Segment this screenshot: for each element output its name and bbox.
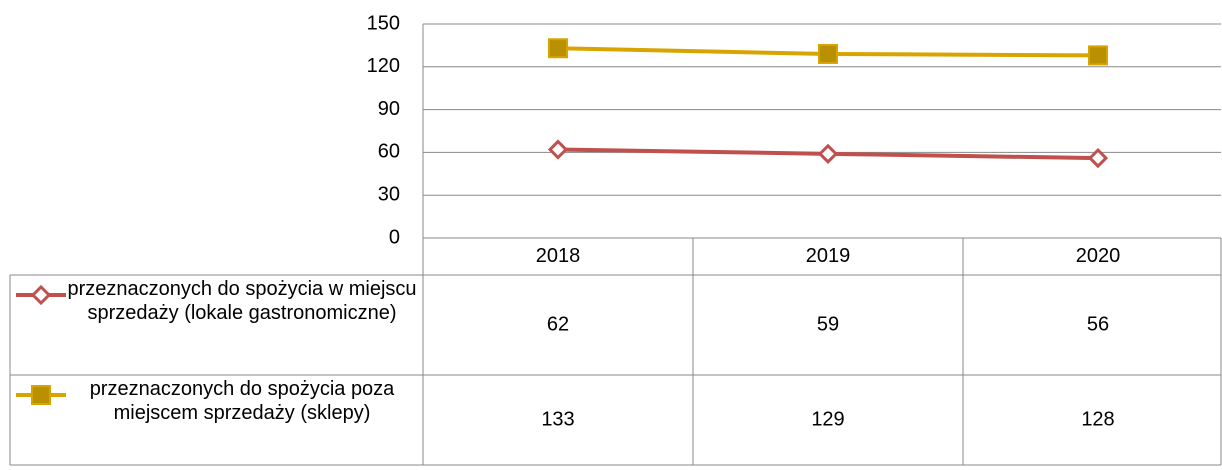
y-tick-label: 0 xyxy=(389,226,400,248)
legend-label: przeznaczonych do spożycia w miejscu spr… xyxy=(67,278,417,324)
marker xyxy=(817,143,839,164)
y-tick-label: 90 xyxy=(378,98,400,120)
table-value: 56 xyxy=(1087,313,1109,335)
marker xyxy=(1088,45,1108,66)
x-tick-label: 2018 xyxy=(536,245,581,267)
marker xyxy=(547,139,569,160)
table-value: 128 xyxy=(1081,408,1114,430)
marker xyxy=(30,284,52,306)
marker xyxy=(1087,147,1109,169)
marker xyxy=(31,385,51,405)
x-tick-label: 2020 xyxy=(1076,245,1121,267)
marker xyxy=(818,43,838,64)
x-tick-label: 2019 xyxy=(806,245,851,267)
table-value: 133 xyxy=(541,408,574,430)
y-tick-label: 150 xyxy=(367,12,400,34)
marker xyxy=(548,38,568,59)
y-tick-label: 60 xyxy=(378,141,400,163)
table-value: 62 xyxy=(547,313,569,335)
legend-label: przeznaczonych do spożycia poza miejscem… xyxy=(89,378,395,424)
y-tick-label: 30 xyxy=(378,183,400,205)
table-value: 129 xyxy=(811,408,844,430)
y-tick-label: 120 xyxy=(367,55,400,77)
table-value: 59 xyxy=(817,313,839,335)
